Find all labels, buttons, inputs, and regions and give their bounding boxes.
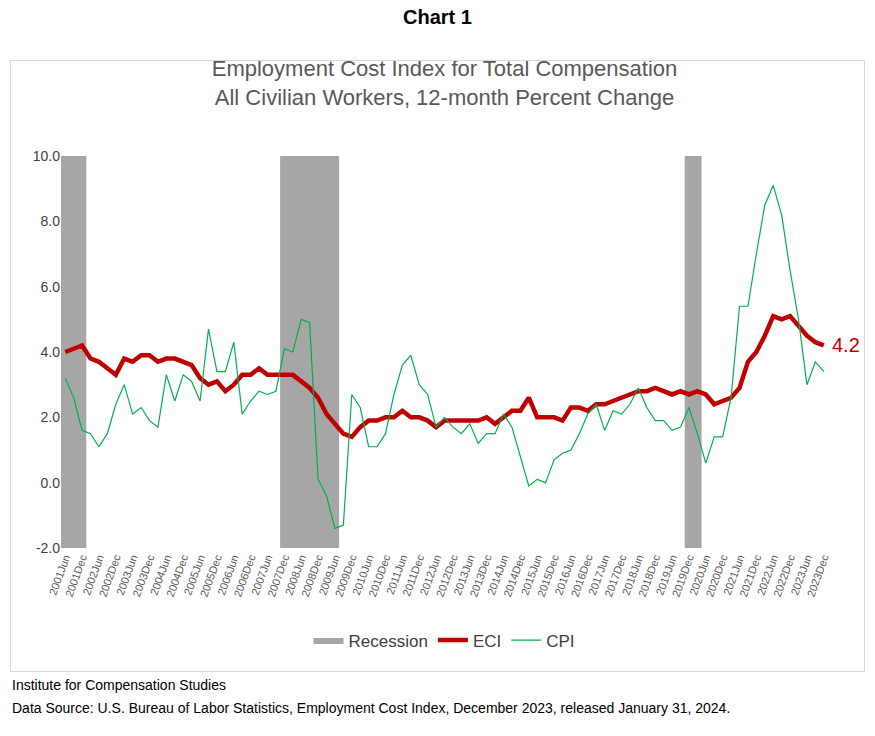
svg-text:2019Jun: 2019Jun xyxy=(653,553,679,597)
svg-text:2015Jun: 2015Jun xyxy=(519,553,545,597)
svg-text:2004Dec: 2004Dec xyxy=(164,553,191,599)
svg-text:6.0: 6.0 xyxy=(41,279,61,295)
svg-text:2002Dec: 2002Dec xyxy=(96,553,123,599)
svg-text:2011Jun: 2011Jun xyxy=(384,553,409,596)
svg-text:2017Dec: 2017Dec xyxy=(602,553,629,599)
svg-text:2012Dec: 2012Dec xyxy=(434,553,461,599)
svg-text:2020Dec: 2020Dec xyxy=(703,553,730,599)
svg-text:2013Dec: 2013Dec xyxy=(467,553,494,599)
svg-text:2014Jun: 2014Jun xyxy=(485,553,511,597)
svg-text:2006Dec: 2006Dec xyxy=(231,553,258,599)
svg-text:4.0: 4.0 xyxy=(41,344,61,360)
svg-text:2013Jun: 2013Jun xyxy=(451,553,477,597)
svg-text:2018Jun: 2018Jun xyxy=(620,553,646,597)
svg-text:Recession: Recession xyxy=(349,632,428,651)
svg-text:10.0: 10.0 xyxy=(33,148,60,164)
svg-text:8.0: 8.0 xyxy=(41,213,61,229)
svg-text:2010Jun: 2010Jun xyxy=(350,553,376,597)
svg-text:2014Dec: 2014Dec xyxy=(501,553,528,599)
svg-text:2012Jun: 2012Jun xyxy=(417,553,443,597)
svg-text:2019Dec: 2019Dec xyxy=(670,553,697,599)
svg-text:2002Jun: 2002Jun xyxy=(80,553,106,597)
svg-text:0.0: 0.0 xyxy=(41,475,61,491)
svg-text:2023Jun: 2023Jun xyxy=(788,553,814,597)
svg-text:Employment Cost Index for Tota: Employment Cost Index for Total Compensa… xyxy=(212,61,678,110)
svg-text:2010Dec: 2010Dec xyxy=(366,553,393,599)
svg-text:2008Jun: 2008Jun xyxy=(283,553,309,597)
svg-text:2005Dec: 2005Dec xyxy=(198,553,225,599)
svg-text:2023Dec: 2023Dec xyxy=(804,553,831,599)
svg-text:2021Jun: 2021Jun xyxy=(721,553,747,597)
svg-text:2009Jun: 2009Jun xyxy=(316,553,342,597)
svg-text:2015Dec: 2015Dec xyxy=(535,553,562,599)
svg-text:2018Dec: 2018Dec xyxy=(636,553,663,599)
svg-text:2022Dec: 2022Dec xyxy=(771,553,798,599)
svg-text:4.2: 4.2 xyxy=(832,334,860,356)
svg-text:2006Jun: 2006Jun xyxy=(215,553,241,597)
svg-text:-2.0: -2.0 xyxy=(36,540,60,556)
html-text:Data Source: U.S. Bureau of La: Data Source: U.S. Bureau of Labor Statis… xyxy=(12,700,731,716)
svg-text:2021Dec: 2021Dec xyxy=(737,553,764,599)
svg-text:2009Dec: 2009Dec xyxy=(332,553,359,599)
svg-text:2005Jun: 2005Jun xyxy=(181,553,207,597)
svg-text:2007Jun: 2007Jun xyxy=(249,553,275,597)
svg-text:2017Jun: 2017Jun xyxy=(586,553,612,597)
svg-text:2004Jun: 2004Jun xyxy=(148,553,174,597)
svg-text:2011Dec: 2011Dec xyxy=(400,552,426,597)
svg-text:ECI: ECI xyxy=(473,632,501,651)
svg-text:2001Jun: 2001Jun xyxy=(47,553,73,597)
svg-text:2016Jun: 2016Jun xyxy=(552,553,578,597)
svg-text:CPI: CPI xyxy=(546,632,574,651)
html-text:Institute for Compensation Stu: Institute for Compensation Studies xyxy=(12,677,226,693)
svg-text:2007Dec: 2007Dec xyxy=(265,553,292,599)
svg-text:2020Jun: 2020Jun xyxy=(687,553,713,597)
svg-text:2008Dec: 2008Dec xyxy=(299,553,326,599)
svg-text:2.0: 2.0 xyxy=(41,409,61,425)
svg-text:2016Dec: 2016Dec xyxy=(568,553,595,599)
svg-text:2003Dec: 2003Dec xyxy=(130,553,157,599)
svg-text:2022Jun: 2022Jun xyxy=(755,553,781,597)
svg-text:2003Jun: 2003Jun xyxy=(114,553,140,597)
html-text:Chart 1: Chart 1 xyxy=(403,6,472,28)
svg-text:2001Dec: 2001Dec xyxy=(63,553,90,599)
